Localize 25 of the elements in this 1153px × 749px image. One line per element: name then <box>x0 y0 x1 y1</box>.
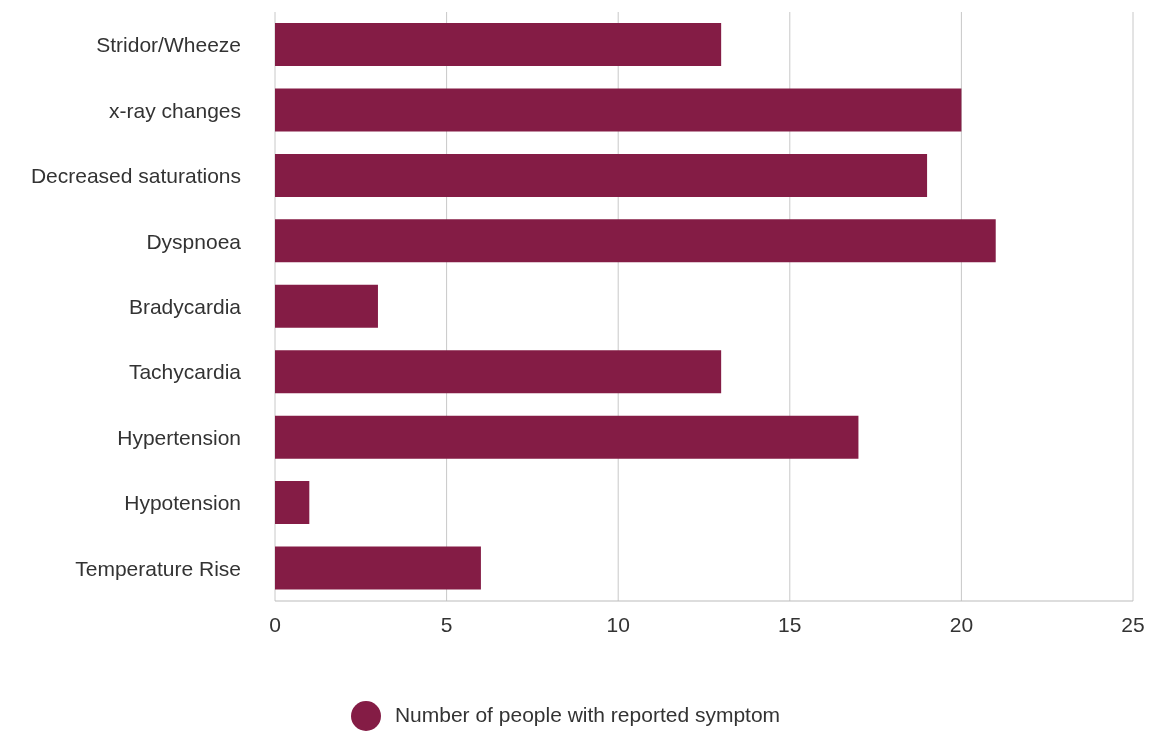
y-tick-label: Dyspnoea <box>146 229 242 253</box>
y-tick-label: Stridor/Wheeze <box>96 33 241 57</box>
bar <box>275 284 378 328</box>
bar <box>275 153 928 197</box>
bar <box>275 350 722 394</box>
y-tick-label: Decreased saturations <box>30 164 241 188</box>
y-tick-label: Hypotension <box>124 491 241 515</box>
y-tick-label: x-ray changes <box>109 98 241 122</box>
legend-label: Number of people with reported symptom <box>394 702 781 726</box>
y-tick-label: Temperature Rise <box>75 556 241 580</box>
x-tick-label: 0 <box>269 612 281 636</box>
y-tick-label: Bradycardia <box>128 294 242 318</box>
bar <box>275 219 996 263</box>
x-tick-label: 25 <box>1121 612 1145 636</box>
bar <box>275 546 481 590</box>
y-tick-label: Hypertension <box>117 425 241 449</box>
x-tick-label: 15 <box>778 612 802 636</box>
x-tick-label: 10 <box>606 612 630 636</box>
bar <box>275 415 859 459</box>
bar <box>275 481 310 525</box>
x-tick-label: 5 <box>440 612 453 636</box>
y-tick-label: Tachycardia <box>128 360 242 384</box>
bar <box>275 88 962 132</box>
x-tick-label: 20 <box>949 612 974 636</box>
bar <box>275 23 722 66</box>
